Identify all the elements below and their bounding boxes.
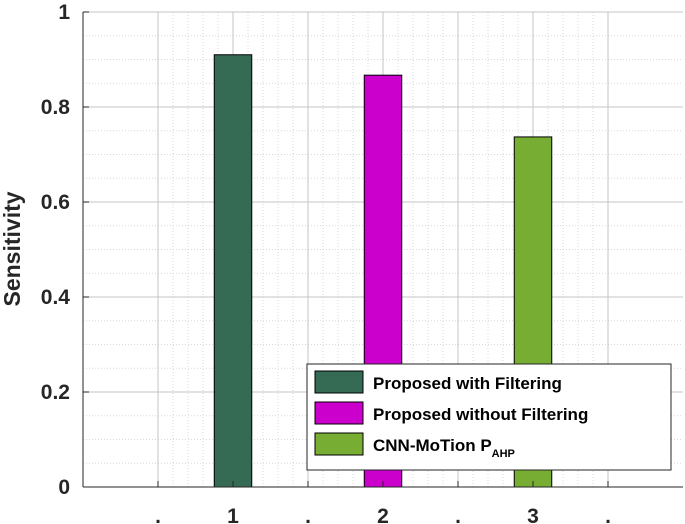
y-tick-label: 0 xyxy=(58,476,70,499)
legend-box xyxy=(306,363,672,471)
legend-swatch-2 xyxy=(314,401,364,425)
y-tick-label: 0.6 xyxy=(41,191,70,214)
x-tick-label: . xyxy=(305,505,311,524)
legend-swatch-3 xyxy=(314,432,364,456)
x-tick-label: 2 xyxy=(377,505,389,524)
y-tick-labels: 0 0.2 0.4 0.6 0.8 1 xyxy=(41,1,89,499)
legend-swatch-1 xyxy=(314,370,364,394)
y-tick-label: 0.8 xyxy=(41,96,71,119)
y-tick-label: 0.4 xyxy=(41,286,71,309)
legend-label-1: Proposed with Filtering xyxy=(373,374,562,393)
y-tick-label: 1 xyxy=(58,1,70,24)
legend: Proposed with Filtering Proposed without … xyxy=(306,363,672,471)
legend-label-2: Proposed without Filtering xyxy=(373,405,588,424)
x-tick-label: 1 xyxy=(227,505,239,524)
x-tick-label: . xyxy=(605,505,611,524)
legend-label-subscript: AHP xyxy=(492,448,515,460)
y-tick-label: 0.2 xyxy=(41,381,70,404)
bar-1 xyxy=(213,54,253,488)
x-tick-labels: . 1. 2. 3. xyxy=(155,481,611,524)
y-axis-title: Sensitivity xyxy=(0,191,25,306)
x-tick-label: . xyxy=(455,505,461,524)
x-tick-label: 3 xyxy=(527,505,539,524)
x-tick-label: . xyxy=(155,505,161,524)
